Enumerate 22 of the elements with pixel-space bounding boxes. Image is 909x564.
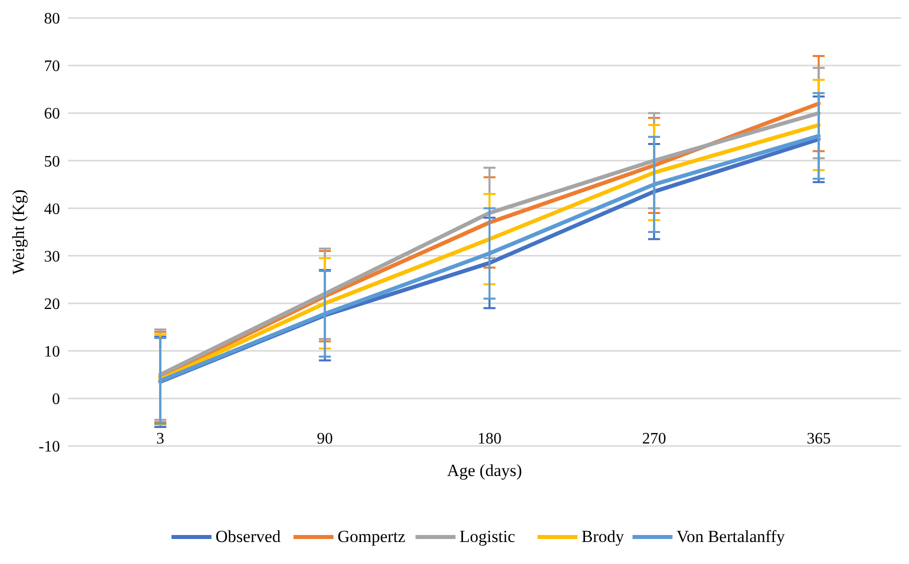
y-axis-title: Weight (Kg) bbox=[9, 189, 28, 275]
y-tick-label: 70 bbox=[44, 58, 60, 76]
legend-label: Brody bbox=[582, 527, 624, 546]
y-tick-label: 20 bbox=[44, 296, 60, 313]
y-tick-label: 10 bbox=[44, 343, 60, 360]
x-tick-label: 3 bbox=[156, 430, 164, 448]
x-tick-label: 365 bbox=[806, 430, 831, 448]
legend-label: Logistic bbox=[460, 527, 516, 546]
y-tick-label: 40 bbox=[44, 200, 60, 218]
y-tick-label: 50 bbox=[44, 153, 60, 170]
legend-label: Observed bbox=[216, 527, 282, 546]
y-tick-label: 0 bbox=[52, 391, 60, 408]
y-tick-label: 80 bbox=[44, 10, 60, 28]
y-tick-label: -10 bbox=[38, 438, 60, 456]
legend-label: Gompertz bbox=[338, 527, 406, 546]
y-tick-label: 60 bbox=[44, 106, 60, 123]
x-tick-label: 90 bbox=[316, 430, 333, 448]
x-axis-title: Age (days) bbox=[446, 461, 522, 480]
x-tick-label: 180 bbox=[478, 430, 502, 448]
y-tick-label: 30 bbox=[44, 248, 60, 266]
legend-label: Von Bertalanffy bbox=[676, 527, 786, 546]
x-tick-label: 270 bbox=[642, 430, 666, 448]
